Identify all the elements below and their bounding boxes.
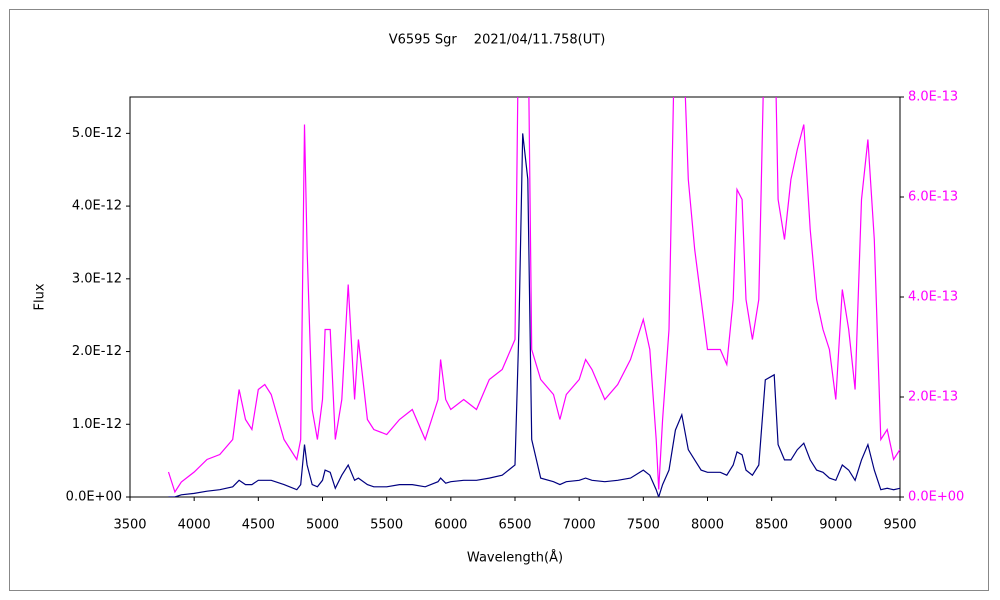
y-tick-label: 2.0E-12 (72, 344, 122, 359)
y2-tick-label: 4.0E-13 (908, 290, 958, 305)
x-tick-label: 5000 (306, 518, 339, 533)
x-tick-label: 7000 (563, 518, 596, 533)
series-line (167, 97, 900, 494)
y-tick-label: 4.0E-12 (72, 199, 122, 214)
y-tick-label: 3.0E-12 (72, 271, 122, 286)
x-tick-label: 4000 (178, 518, 211, 533)
series-line (168, 133, 900, 497)
chart-title: V6595 Sgr 2021/04/11.758(UT) (389, 33, 606, 48)
y2-tick-label: 8.0E-13 (908, 90, 958, 105)
x-tick-label: 9500 (883, 518, 916, 533)
x-tick-label: 6500 (498, 518, 531, 533)
x-tick-label: 7500 (627, 518, 660, 533)
y-axis-label: Flux (33, 283, 48, 310)
y-tick-label: 5.0E-12 (72, 126, 122, 141)
y2-tick-label: 6.0E-13 (908, 190, 958, 205)
plot-lines (167, 97, 900, 497)
x-tick-label: 4500 (242, 518, 275, 533)
x-tick-label: 8500 (755, 518, 788, 533)
x-tick-label: 5500 (370, 518, 403, 533)
x-axis-label: Wavelength(Å) (467, 550, 563, 566)
x-tick-label: 6000 (434, 518, 467, 533)
y2-tick-label: 0.0E+00 (908, 490, 964, 505)
x-tick-label: 8000 (691, 518, 724, 533)
x-tick-label: 9000 (819, 518, 852, 533)
x-tick-label: 3500 (113, 518, 146, 533)
y-tick-label: 0.0E+00 (66, 490, 122, 505)
y-tick-label: 1.0E-12 (72, 417, 122, 432)
y2-tick-label: 2.0E-13 (908, 390, 958, 405)
